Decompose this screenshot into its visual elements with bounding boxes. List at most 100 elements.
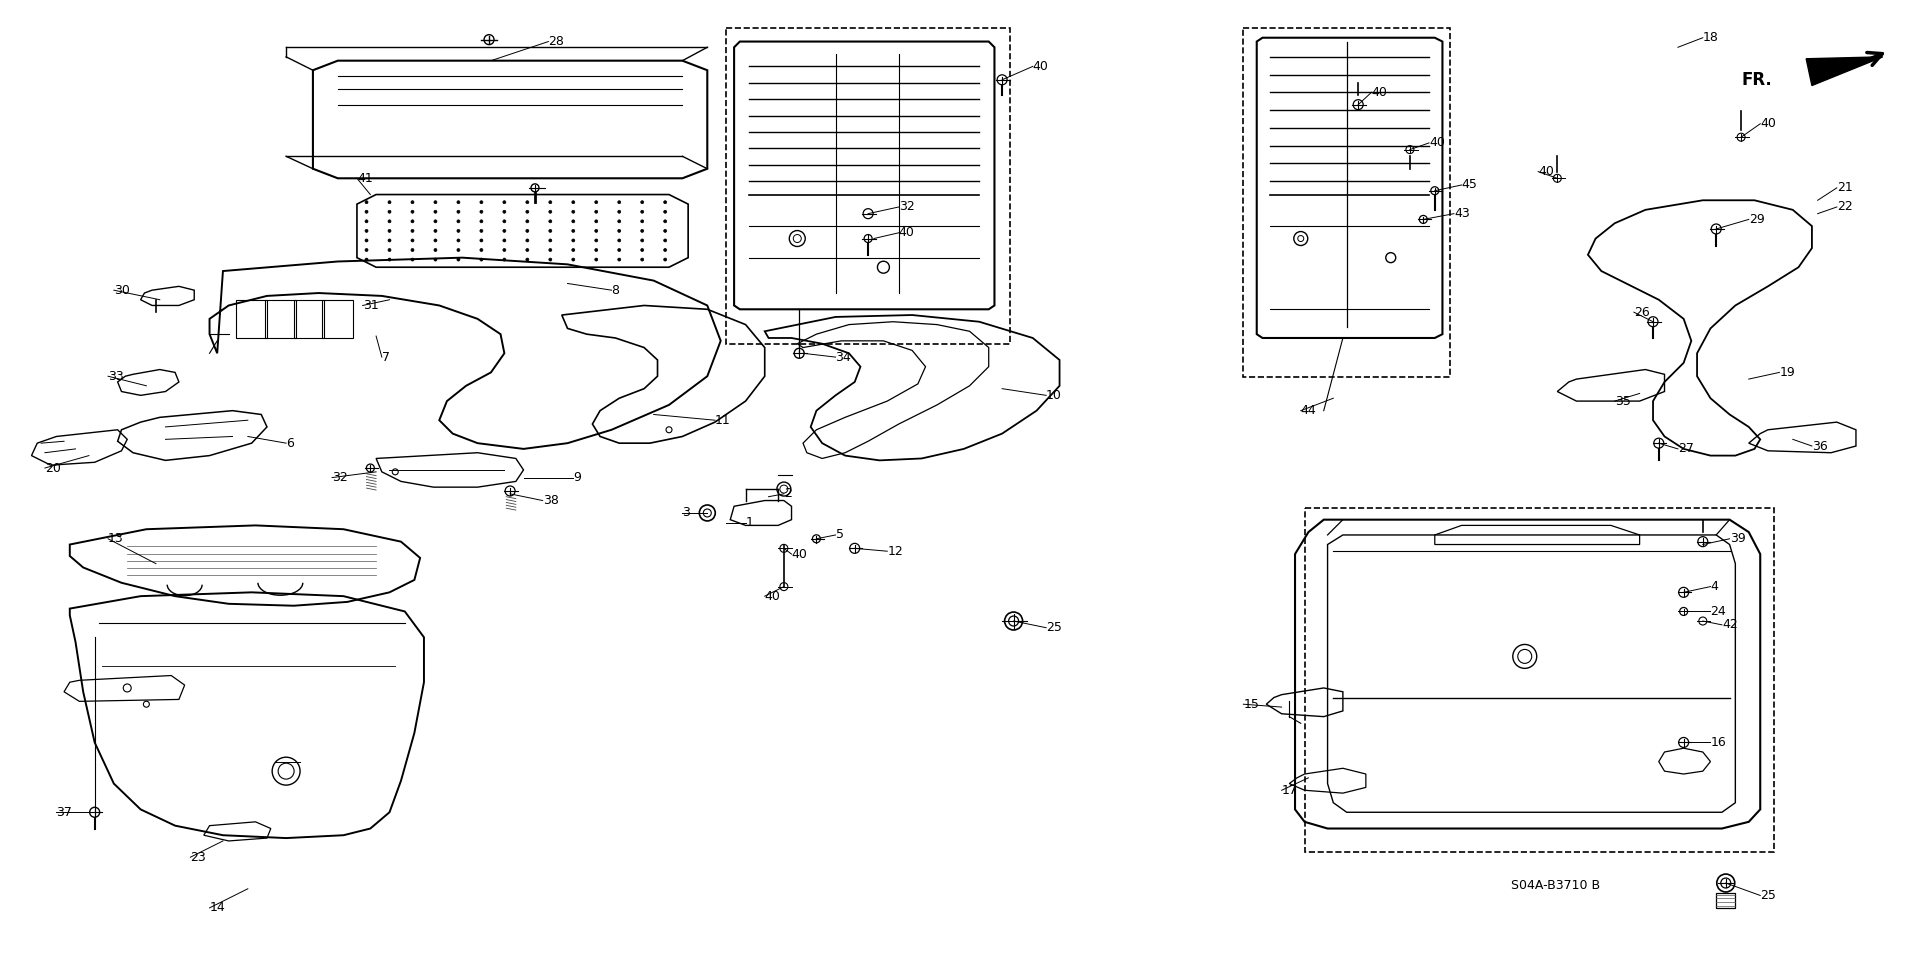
Text: 45: 45	[1461, 178, 1478, 192]
Circle shape	[595, 248, 597, 251]
Circle shape	[572, 220, 574, 222]
Circle shape	[664, 248, 666, 251]
Circle shape	[457, 229, 461, 232]
Text: 22: 22	[1837, 200, 1853, 214]
Text: 40: 40	[1538, 165, 1553, 178]
Circle shape	[434, 239, 438, 242]
Text: 12: 12	[887, 545, 902, 558]
Text: 18: 18	[1703, 32, 1718, 44]
Circle shape	[411, 248, 415, 251]
Text: 44: 44	[1300, 404, 1317, 417]
Circle shape	[572, 248, 574, 251]
Circle shape	[549, 210, 551, 213]
Circle shape	[503, 220, 505, 222]
Circle shape	[572, 210, 574, 213]
Text: 32: 32	[899, 200, 914, 214]
Circle shape	[572, 229, 574, 232]
Text: 20: 20	[44, 461, 61, 475]
Text: 40: 40	[1371, 85, 1388, 99]
Circle shape	[480, 210, 484, 213]
Text: 39: 39	[1730, 532, 1745, 546]
Text: 17: 17	[1283, 784, 1298, 797]
Circle shape	[664, 229, 666, 232]
Text: 11: 11	[714, 413, 732, 427]
Text: 16: 16	[1711, 736, 1726, 749]
Text: 3: 3	[682, 506, 691, 520]
Text: 40: 40	[764, 590, 781, 602]
Circle shape	[664, 210, 666, 213]
Circle shape	[595, 239, 597, 242]
Text: 40: 40	[791, 548, 808, 561]
Circle shape	[618, 220, 620, 222]
Circle shape	[595, 200, 597, 203]
Circle shape	[618, 229, 620, 232]
Circle shape	[549, 200, 551, 203]
Circle shape	[641, 210, 643, 213]
Text: 15: 15	[1244, 698, 1260, 711]
Circle shape	[595, 220, 597, 222]
Circle shape	[618, 200, 620, 203]
Circle shape	[457, 248, 461, 251]
Circle shape	[388, 229, 392, 232]
Circle shape	[388, 248, 392, 251]
Circle shape	[480, 239, 484, 242]
Circle shape	[388, 220, 392, 222]
Bar	[1304, 508, 1774, 853]
Circle shape	[618, 210, 620, 213]
Text: 19: 19	[1780, 366, 1795, 379]
Circle shape	[365, 220, 369, 222]
Bar	[726, 28, 1010, 343]
Text: 26: 26	[1634, 306, 1649, 318]
Circle shape	[549, 248, 551, 251]
Text: 7: 7	[382, 351, 390, 363]
Text: 25: 25	[1046, 621, 1062, 634]
Text: 8: 8	[612, 284, 620, 296]
Circle shape	[641, 239, 643, 242]
Circle shape	[365, 200, 369, 203]
Text: 5: 5	[835, 528, 843, 542]
Circle shape	[503, 200, 505, 203]
Circle shape	[411, 210, 415, 213]
Text: 2: 2	[783, 487, 791, 501]
Circle shape	[503, 248, 505, 251]
Circle shape	[549, 258, 551, 261]
Circle shape	[365, 210, 369, 213]
Circle shape	[388, 258, 392, 261]
Circle shape	[572, 258, 574, 261]
Circle shape	[480, 258, 484, 261]
Circle shape	[434, 220, 438, 222]
Circle shape	[457, 200, 461, 203]
Circle shape	[664, 258, 666, 261]
Text: 31: 31	[363, 299, 378, 312]
Circle shape	[503, 229, 505, 232]
Circle shape	[480, 229, 484, 232]
Text: 25: 25	[1761, 889, 1776, 902]
Circle shape	[457, 210, 461, 213]
Circle shape	[411, 258, 415, 261]
Text: 38: 38	[543, 494, 559, 507]
Circle shape	[411, 220, 415, 222]
Circle shape	[388, 200, 392, 203]
Polygon shape	[1807, 57, 1884, 85]
Circle shape	[434, 258, 438, 261]
Circle shape	[595, 229, 597, 232]
Text: 36: 36	[1812, 439, 1828, 453]
Circle shape	[388, 210, 392, 213]
Text: 40: 40	[899, 226, 914, 240]
Circle shape	[503, 258, 505, 261]
Circle shape	[618, 239, 620, 242]
Text: 32: 32	[332, 471, 348, 484]
Text: 4: 4	[1711, 580, 1718, 593]
Circle shape	[549, 229, 551, 232]
Circle shape	[526, 258, 528, 261]
Text: 10: 10	[1046, 388, 1062, 402]
Text: 28: 28	[549, 35, 564, 48]
Circle shape	[549, 220, 551, 222]
Text: 24: 24	[1711, 605, 1726, 618]
Circle shape	[664, 239, 666, 242]
Text: 13: 13	[108, 532, 123, 546]
Circle shape	[365, 248, 369, 251]
Text: 43: 43	[1453, 207, 1469, 221]
Text: 37: 37	[56, 806, 73, 819]
Circle shape	[641, 229, 643, 232]
